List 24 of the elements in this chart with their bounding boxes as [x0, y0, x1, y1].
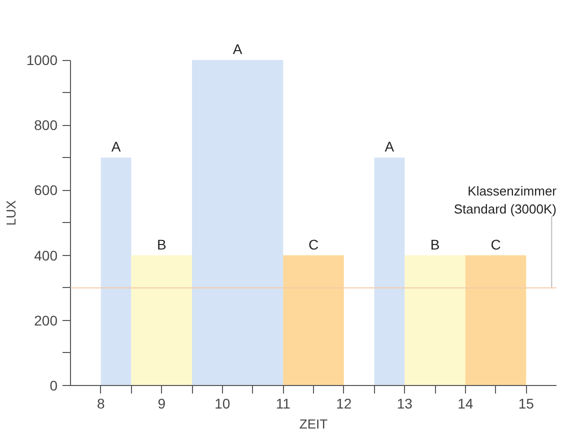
y-tick-label: 0 — [50, 378, 58, 394]
y-tick-label: 200 — [34, 312, 58, 328]
y-tick-label: 1000 — [26, 52, 58, 68]
x-tick-label: 10 — [214, 396, 230, 412]
annotation: B — [156, 236, 166, 252]
x-tick-label: 12 — [336, 396, 352, 412]
annotation: C — [308, 236, 319, 252]
y-axis-title: LUX — [3, 200, 18, 226]
y-tick-label: 600 — [34, 182, 58, 198]
ref-line-label: Klassenzimmer Standard (3000K) — [454, 183, 558, 216]
x-tick-label: 11 — [276, 396, 291, 412]
annotation: B — [430, 236, 440, 252]
x-tick-label: 8 — [96, 396, 105, 412]
x-tick-label: 13 — [396, 396, 413, 412]
x-tick-label: 15 — [518, 396, 534, 412]
annotation: C — [490, 236, 501, 252]
x-axis-title: ZEIT — [299, 416, 328, 432]
y-tick-label: 400 — [34, 247, 58, 264]
x-tick-label: 14 — [458, 396, 474, 412]
annotation: A — [384, 138, 395, 155]
y-tick-label: 800 — [34, 117, 58, 134]
annotation: A — [111, 138, 122, 155]
x-tick-label: 9 — [158, 396, 166, 412]
annotation: A — [232, 41, 243, 58]
